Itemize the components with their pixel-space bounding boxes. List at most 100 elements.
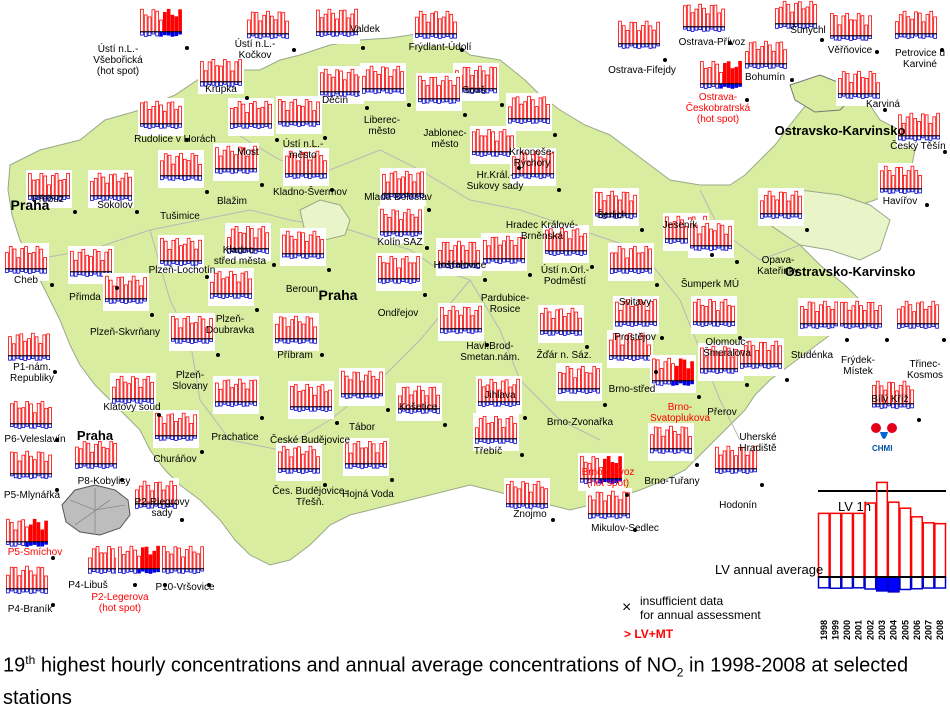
station-chart-bg — [504, 478, 550, 516]
station-chart — [6, 330, 52, 368]
region-label: Ostravsko-Karvinsko — [775, 123, 906, 138]
station-label: Hodonín — [719, 500, 757, 511]
station-bar-annual — [675, 380, 679, 386]
station-bar-hourly — [678, 358, 683, 382]
station-dot — [660, 336, 664, 340]
station-dot — [483, 278, 487, 282]
station-bar-annual — [148, 568, 153, 574]
station-label-line: Petrovice u — [895, 48, 945, 59]
station-dot — [523, 416, 527, 420]
station-chart — [416, 73, 462, 111]
station-label-line: Podměstí — [544, 276, 586, 287]
station-label-line: Hr.Král.- — [477, 170, 514, 181]
station-label-line: Bílý Kříž — [871, 394, 908, 405]
station-label-line: Slovany — [172, 381, 208, 392]
station-label-line: Plzeň-Skvrňany — [90, 327, 160, 338]
station-label-line: Košetice — [399, 402, 438, 413]
station-dot — [120, 478, 124, 482]
station-dot — [940, 48, 944, 52]
region-label: Praha — [319, 287, 358, 303]
station-label: Tušimice — [160, 211, 200, 222]
station-bar-hourly — [734, 66, 739, 85]
station-chart-bg — [6, 330, 52, 368]
station-dot — [330, 188, 334, 192]
station-dot — [820, 38, 824, 42]
station-chart — [713, 443, 759, 481]
station-chart-bg — [245, 8, 291, 46]
station-chart-bg — [208, 268, 254, 306]
station-dot — [423, 293, 427, 297]
station-chart-bg — [870, 378, 916, 416]
station-label: P2-Legerova (hot spot) — [91, 592, 149, 614]
station-bar-hourly — [152, 550, 157, 570]
station-chart — [116, 543, 162, 581]
station-dot — [216, 353, 220, 357]
station-dot — [292, 48, 296, 52]
station-label-line: Jihlava — [484, 390, 516, 401]
station-chart-bg — [738, 338, 784, 376]
station-bar-annual — [40, 541, 45, 547]
legend-bar-hourly — [829, 512, 842, 578]
station-label-line: Krupka — [205, 84, 237, 95]
station-bar-annual — [170, 31, 175, 37]
station-chart-bg — [838, 298, 884, 336]
station-dot — [73, 210, 77, 214]
station-bar-hourly — [723, 62, 727, 85]
station-chart-bg — [4, 563, 50, 601]
station-chart-bg — [538, 305, 584, 343]
station-label: Krupka — [205, 84, 237, 95]
station-chart — [88, 170, 134, 208]
station-chart — [798, 298, 844, 336]
station-label-line: Příbram — [277, 350, 313, 361]
station-chart-bg — [360, 63, 406, 101]
station-bar-annual — [137, 568, 141, 574]
legend-bar-annual — [875, 576, 889, 592]
station-label-line: Beroun — [286, 284, 318, 295]
station-label: Svitavy — [619, 297, 651, 308]
station-label: Žďár n. Sáz. — [536, 348, 591, 361]
station-label-line: Ústí n.L.- — [283, 137, 324, 150]
station-dot — [517, 166, 521, 170]
station-chart-bg — [481, 233, 527, 271]
station-bar-annual — [25, 541, 29, 547]
station-label-line: Klatovy soud — [103, 402, 160, 413]
station-label: Ostrava-Přívoz — [679, 37, 746, 48]
station-label-line: Svatoplukova — [650, 413, 710, 424]
station-label: Klatovy soud — [103, 402, 160, 413]
station-chart-bg — [376, 253, 422, 291]
station-chart — [896, 110, 942, 148]
station-dot — [883, 108, 887, 112]
station-label-line: Šumperk MÚ — [681, 277, 739, 290]
station-label-line: Věřňovice — [828, 45, 873, 56]
station-label: P4-Braník — [8, 604, 53, 615]
station-label: P4-Libuš — [68, 580, 107, 591]
station-chart — [681, 1, 727, 39]
station-chart — [476, 376, 522, 414]
station-label: Jihlava — [484, 390, 516, 401]
station-chart-bg — [896, 110, 942, 148]
station-label-line: Brněnská — [521, 231, 564, 242]
station-label-line: P1-nám. — [13, 362, 51, 373]
station-label: Hradec Králové-Brněnská — [506, 220, 578, 242]
station-label: Havl.Brod-Smetan.nám. — [460, 341, 519, 363]
legend-exceed: > LV+MT — [624, 627, 674, 641]
station-label: Šunychl — [790, 23, 826, 36]
station-chart-bg — [133, 478, 179, 516]
station-bar-hourly — [166, 8, 171, 33]
station-dot — [55, 488, 59, 492]
station-dot — [327, 268, 331, 272]
station-chart-bg — [436, 238, 482, 276]
station-chart-bg — [158, 150, 204, 188]
station-label-line: město — [431, 139, 459, 150]
station-label-line: Sukovy sady — [467, 181, 524, 192]
station-chart — [228, 98, 274, 136]
station-chart-bg — [276, 96, 322, 134]
legend-year-label: 2006 — [912, 620, 922, 640]
station-dot — [425, 246, 429, 250]
station-label: Prachatice — [211, 432, 259, 443]
station-chart — [339, 368, 385, 406]
station-chart-bg — [476, 376, 522, 414]
station-chart — [608, 243, 654, 281]
station-dot — [654, 370, 658, 374]
station-label-line: (hot spot) — [99, 603, 141, 614]
